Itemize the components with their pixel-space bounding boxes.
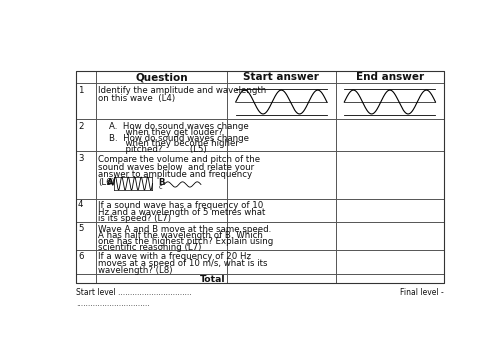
Bar xyxy=(96,222,227,250)
Text: 1: 1 xyxy=(78,86,84,95)
Bar xyxy=(336,274,444,283)
Text: 3: 3 xyxy=(78,154,84,163)
Text: pitched?          (L5): pitched? (L5) xyxy=(98,145,207,154)
Text: Total: Total xyxy=(200,275,225,284)
Text: Start answer: Start answer xyxy=(244,72,319,82)
Text: If a sound wave has a frequency of 10: If a sound wave has a frequency of 10 xyxy=(98,201,264,210)
Bar xyxy=(76,199,96,222)
Bar xyxy=(96,250,227,274)
Text: when they become higher: when they become higher xyxy=(98,139,239,149)
Bar xyxy=(76,71,444,283)
Text: B.  How do sound waves change: B. How do sound waves change xyxy=(98,134,249,143)
Text: Final level -: Final level - xyxy=(400,288,444,297)
Text: End answer: End answer xyxy=(356,72,424,82)
Bar xyxy=(96,274,227,283)
Bar xyxy=(227,119,336,151)
Bar xyxy=(227,250,336,274)
Text: one has the highest pitch? Explain using: one has the highest pitch? Explain using xyxy=(98,237,274,246)
Bar xyxy=(227,274,336,283)
Bar xyxy=(336,71,444,83)
Text: (L6): (L6) xyxy=(98,178,115,187)
Bar xyxy=(76,274,96,283)
Text: 4: 4 xyxy=(78,201,84,209)
Text: 5: 5 xyxy=(78,224,84,233)
Bar xyxy=(96,151,227,199)
Bar xyxy=(336,222,444,250)
Text: answer to amplitude and frequency: answer to amplitude and frequency xyxy=(98,170,252,179)
Bar xyxy=(96,83,227,119)
Bar xyxy=(336,199,444,222)
Text: Question: Question xyxy=(136,72,188,82)
Bar xyxy=(227,222,336,250)
Bar xyxy=(96,119,227,151)
Text: Identify the amplitude and wavelength: Identify the amplitude and wavelength xyxy=(98,86,266,95)
Text: on this wave  (L4): on this wave (L4) xyxy=(98,94,176,103)
Text: A: A xyxy=(107,178,114,187)
Text: sound waves below  and relate your: sound waves below and relate your xyxy=(98,163,254,172)
Bar xyxy=(336,250,444,274)
Bar xyxy=(76,250,96,274)
Bar xyxy=(336,83,444,119)
Text: Compare the volume and pitch of the: Compare the volume and pitch of the xyxy=(98,155,260,164)
Bar xyxy=(336,151,444,199)
Bar xyxy=(227,71,336,83)
Bar xyxy=(76,83,96,119)
Text: A.  How do sound waves change: A. How do sound waves change xyxy=(98,122,249,131)
Text: Hz and a wavelength of 5 metres what: Hz and a wavelength of 5 metres what xyxy=(98,208,266,217)
Text: c: c xyxy=(159,184,162,190)
Bar xyxy=(227,199,336,222)
Text: scientific reasoning (L7): scientific reasoning (L7) xyxy=(98,243,202,252)
Bar xyxy=(96,199,227,222)
Bar xyxy=(96,71,227,83)
Text: when they get louder?: when they get louder? xyxy=(98,128,223,137)
Text: Wave A and B move at the same speed.: Wave A and B move at the same speed. xyxy=(98,225,272,234)
Bar xyxy=(76,119,96,151)
Bar xyxy=(227,83,336,119)
Bar xyxy=(336,119,444,151)
Text: 6: 6 xyxy=(78,252,84,261)
Bar xyxy=(76,151,96,199)
Text: ...............................: ............................... xyxy=(76,299,150,308)
Bar xyxy=(76,222,96,250)
Text: Start level ...............................: Start level ............................… xyxy=(76,288,192,297)
Text: B: B xyxy=(158,178,165,187)
Text: A has half the wavelength of B. Which: A has half the wavelength of B. Which xyxy=(98,231,263,240)
Text: If a wave with a frequency of 20 Hz: If a wave with a frequency of 20 Hz xyxy=(98,252,251,261)
Bar xyxy=(227,151,336,199)
Text: wavelength? (L8): wavelength? (L8) xyxy=(98,266,172,275)
Text: 2: 2 xyxy=(78,122,84,131)
Text: moves at a speed of 10 m/s, what is its: moves at a speed of 10 m/s, what is its xyxy=(98,259,268,268)
Bar xyxy=(76,71,96,83)
Text: is its speed? (L7): is its speed? (L7) xyxy=(98,214,171,223)
